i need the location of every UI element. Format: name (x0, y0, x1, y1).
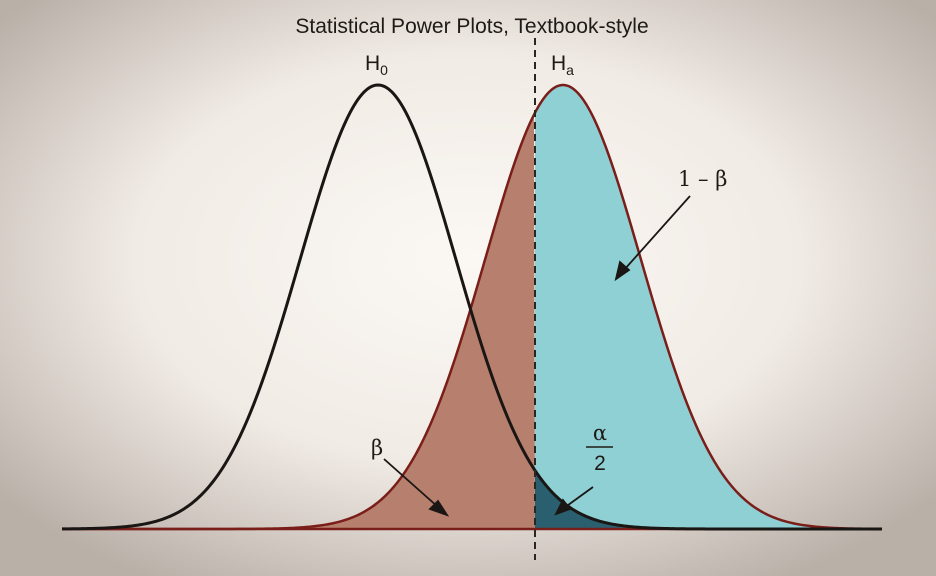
alt-hypothesis-subscript: a (566, 62, 574, 78)
null-hypothesis-label: H0 (365, 52, 388, 78)
power-arrow (614, 195, 691, 282)
alt-hypothesis-base: H (551, 52, 566, 75)
alpha-region (535, 470, 882, 529)
null-distribution-curve (61, 83, 882, 531)
beta-arrow (383, 458, 450, 517)
power-label: 1 – β (678, 167, 727, 191)
alpha-arrow (554, 486, 594, 516)
null-hypothesis-subscript: 0 (380, 62, 388, 78)
alternative-distribution-curve (62, 83, 883, 531)
alpha-denominator: 2 (594, 452, 606, 475)
beta-region (62, 114, 535, 530)
null-hypothesis-base: H (365, 52, 380, 75)
alt-hypothesis-label: Ha (551, 52, 574, 78)
diagram-title: Statistical Power Plots, Textbook-style (295, 15, 648, 38)
alpha-numerator: α (593, 421, 607, 445)
beta-label: β (371, 436, 383, 460)
